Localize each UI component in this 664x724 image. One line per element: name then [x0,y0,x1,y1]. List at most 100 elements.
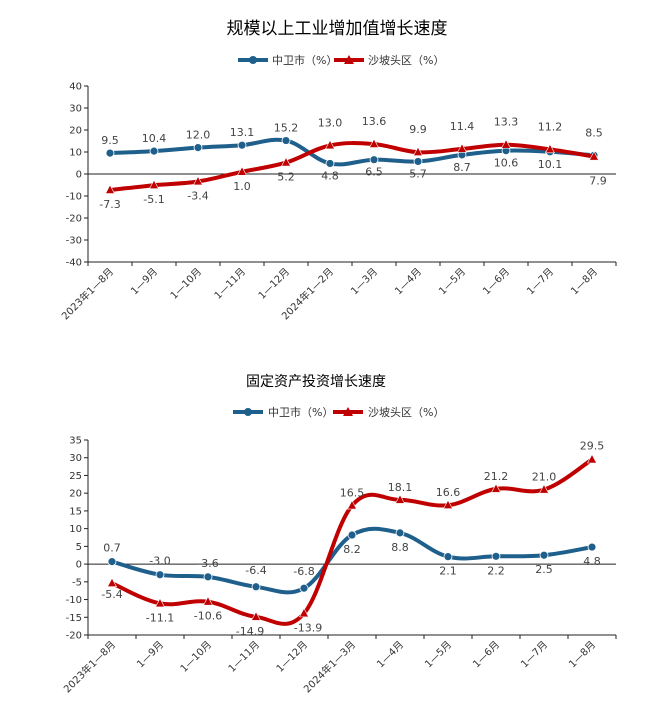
data-point-marker [587,542,597,552]
data-label: 16.5 [340,487,365,500]
data-label: -3.6 [197,557,218,570]
data-point-marker [395,494,405,504]
legend-1-series-2-marker [344,55,354,64]
y-tick-label: 15 [69,506,82,517]
x-tick-label: 1—11月 [226,639,262,675]
y-tick-label: -10 [66,192,82,203]
data-label: 13.6 [362,115,387,128]
y-tick-label: -30 [66,236,82,247]
data-label: -11.1 [146,611,174,624]
data-label: 4.8 [583,555,601,568]
data-label: -7.3 [99,198,120,211]
data-point-marker [491,551,501,561]
chart-1-legend: 中卫市（%） 沙坡头区（%） [238,53,444,67]
x-tick-label: 1—8月 [568,266,600,298]
data-point-marker [491,483,501,493]
x-tick-label: 1—6月 [470,639,502,671]
data-point-marker [299,607,309,618]
y-tick-label: 10 [69,148,82,159]
data-label: 21.2 [484,470,509,483]
y-tick-label: 40 [69,82,82,93]
data-label: 9.9 [409,123,427,136]
data-point-marker [251,611,261,621]
series-line-2 [110,457,594,626]
data-point-marker [149,179,159,190]
data-label: 9.5 [101,134,119,147]
data-label: 16.6 [436,486,461,499]
data-label: 8.7 [453,161,471,174]
data-point-marker [539,550,549,560]
data-label: 12.0 [186,129,211,142]
data-point-marker [325,139,335,150]
legend-2-series-1-marker [244,408,252,416]
data-label: 11.2 [538,120,563,133]
data-label: 2.1 [439,565,457,578]
data-point-marker [589,150,599,161]
data-point-marker [193,175,203,186]
y-tick-label: -40 [66,258,82,269]
legend-1-series-2-label: 沙坡头区（%） [368,54,444,67]
data-point-marker [539,483,549,494]
x-tick-label: 1—6月 [480,266,512,298]
data-label: 8.2 [343,543,361,556]
data-label: -10.6 [194,610,222,623]
x-tick-label: 2023年1—8月 [59,265,116,322]
data-point-marker [413,146,423,157]
y-tick-label: -20 [66,631,82,642]
legend-2-series-2-marker [343,407,353,416]
y-tick-label: -10 [66,595,82,606]
data-label: 7.9 [589,175,607,188]
y-tick-label: 0 [76,560,82,571]
data-label: 18.1 [388,481,413,494]
data-point-marker [369,138,379,148]
data-label: 8.8 [391,541,409,554]
x-tick-label: 1—3月 [348,266,380,298]
data-label: 2.2 [487,564,505,577]
data-point-marker [193,143,203,153]
x-tick-label: 1—5月 [436,266,468,298]
data-label: -3.4 [187,189,208,202]
legend-2-series-2-label: 沙坡头区（%） [368,406,444,419]
data-point-marker [149,146,159,156]
data-point-marker [501,139,511,149]
data-point-marker [369,155,379,165]
industrial-growth-chart: 规模以上工业增加值增长速度 中卫市（%） 沙坡头区（%） -40 -30 -20 -1… [59,19,617,322]
data-point-marker [443,499,453,510]
data-point-marker [203,596,213,606]
data-point-marker [105,148,115,158]
x-tick-label: 1—9月 [128,266,160,298]
data-label: 10.6 [494,157,519,170]
data-label: 11.4 [450,120,475,133]
data-point-marker [545,143,555,154]
y-tick-label: -20 [66,214,82,225]
data-label: 0.7 [103,542,121,555]
data-point-marker [251,582,261,592]
data-label: 29.5 [580,440,605,453]
data-label: -14.9 [236,625,264,638]
x-tick-label: 1—7月 [518,639,550,671]
data-point-marker [107,577,117,588]
x-tick-label: 1—10月 [178,639,214,675]
data-label: 10.1 [538,158,563,171]
y-tick-label: -5 [72,577,82,588]
x-tick-label: 1—12月 [256,266,292,302]
series-line-2 [108,141,596,193]
y-tick-label: 20 [69,489,82,500]
data-point-marker [105,184,115,194]
y-tick-label: -15 [66,613,82,624]
data-point-marker [281,156,291,167]
x-tick-label: 1—4月 [374,639,406,671]
chart-2-title: 固定资产投资增长速度 [246,374,386,390]
data-point-marker [457,143,467,153]
data-label: 13.1 [230,126,255,139]
x-tick-label: 1—9月 [134,639,166,671]
data-label: 21.0 [532,471,557,484]
data-label: -3.0 [149,555,170,568]
data-point-marker [443,552,453,562]
x-tick-label: 1—7月 [524,266,556,298]
chart-1-title: 规模以上工业增加值增长速度 [227,19,448,39]
data-label: -5.4 [101,588,122,601]
y-tick-label: 30 [69,104,82,115]
data-point-marker [281,136,291,145]
